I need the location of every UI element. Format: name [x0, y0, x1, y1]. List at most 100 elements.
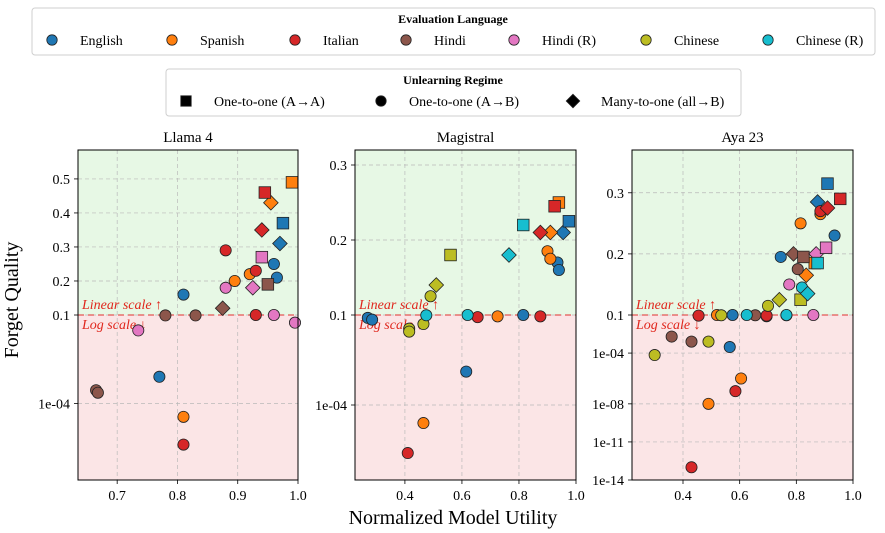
data-point-english-square: [821, 177, 834, 190]
data-point-spanish-circle: [228, 274, 241, 287]
legend-item-spanish: Spanish: [166, 34, 244, 49]
data-points: [90, 176, 301, 451]
chinese-legend-marker: [640, 34, 652, 46]
data-point-hindi-r-circle: [132, 324, 145, 337]
legend-item-hindi: Hindi: [400, 34, 466, 49]
data-point-hindi-r-circle: [783, 278, 796, 291]
data-point-english-square: [562, 215, 576, 228]
x-tick-label: 0.8: [788, 489, 806, 504]
data-points: [361, 196, 576, 460]
x-tick-label: 1.0: [844, 489, 862, 504]
y-tick-label: 0.5: [53, 173, 71, 188]
data-point-italian-circle: [729, 385, 742, 398]
data-point-italian-diamond: [819, 200, 836, 216]
x-tick-label: 0.8: [169, 489, 187, 504]
legend-label: Chinese (R): [796, 34, 864, 49]
data-point-english-circle: [774, 250, 787, 263]
data-point-english-circle: [177, 288, 190, 301]
y-tick-label: 0.1: [330, 309, 348, 324]
y-tick-label: 0.1: [607, 309, 625, 324]
hindi-r-legend-marker: [508, 34, 520, 46]
data-point-hindi-diamond: [214, 300, 231, 317]
y-tick-label: 1e-04: [592, 347, 624, 362]
data-point-chinese-circle: [424, 290, 437, 303]
x-tick-label: 0.4: [674, 489, 692, 504]
data-point-chinese-diamond: [428, 277, 445, 293]
data-point-spanish-circle: [491, 310, 504, 323]
log-region: [355, 315, 576, 480]
y-tick-label: 0.3: [330, 159, 348, 174]
data-point-italian-square: [548, 200, 561, 213]
data-point-italian-circle: [177, 438, 190, 451]
legend-item-one-to-one-a-a: One-to-one (A→A): [180, 95, 325, 110]
data-point-hindi-circle: [685, 335, 698, 348]
english-legend-marker: [46, 34, 58, 46]
log-region: [632, 315, 853, 480]
data-point-english-diamond: [555, 224, 572, 241]
data-point-english-circle: [517, 308, 530, 321]
data-point-chinese-circle: [403, 325, 416, 338]
data-point-spanish-diamond: [263, 194, 279, 211]
data-point-english-square: [276, 216, 290, 230]
spanish-legend-marker: [166, 34, 178, 46]
circle-legend-marker: [375, 95, 387, 107]
linear-scale-annotation: Linear scale ↑: [358, 298, 439, 313]
data-point-spanish-circle: [177, 410, 190, 423]
y-tick-label: 1e-11: [593, 436, 624, 451]
axes-frame: [77, 149, 299, 481]
legend-label: English: [80, 34, 123, 49]
legend-item-one-to-one-a-b: One-to-one (A→B): [375, 95, 519, 110]
data-point-chinese-r-circle: [780, 308, 793, 321]
data-points: [648, 177, 847, 474]
legend-language-title: Evaluation Language: [398, 12, 508, 26]
legend-regime-title: Unlearning Regime: [403, 73, 503, 87]
data-point-italian-circle: [249, 308, 262, 321]
legend-label: Italian: [323, 34, 359, 49]
y-tick-label: 1e-04: [315, 399, 347, 414]
data-point-chinese-diamond: [771, 291, 788, 308]
data-point-hindi-r-square: [819, 241, 833, 254]
data-point-hindi-circle: [91, 386, 104, 399]
x-tick-label: 0.9: [229, 489, 247, 504]
data-point-spanish-circle: [417, 417, 430, 430]
data-point-english-circle: [828, 229, 841, 242]
data-point-english-circle: [723, 341, 736, 354]
data-point-spanish-circle: [735, 372, 748, 385]
legend-label: One-to-one (A→B): [409, 95, 519, 110]
x-axis-label: Normalized Model Utility: [349, 507, 558, 529]
data-point-hindi-circle: [665, 330, 678, 343]
data-point-italian-circle: [685, 461, 698, 474]
data-point-chinese-circle: [702, 335, 715, 348]
axes-frame: [631, 149, 854, 481]
panel-magistral: 0.4 0.6 0.8 1.0 0.3 0.2 0.1 1e-04 Linear scale ↑…: [315, 130, 585, 504]
data-point-italian-circle: [249, 264, 262, 277]
log-scale-annotation: Log scale ↓: [635, 318, 701, 333]
panel-aya-23: 0.4 0.6 0.8 1.0 0.3 0.2 0.1 1e-04 1e-08 1e-11 1e-1…: [592, 130, 862, 504]
data-point-hindi-square: [261, 278, 275, 291]
italian-legend-marker: [289, 34, 301, 46]
y-tick-label: 0.2: [53, 275, 71, 290]
y-axis-label: Forget Quality: [1, 242, 23, 359]
legend-item-english: English: [46, 34, 123, 49]
x-tick-label: 0.6: [453, 489, 471, 504]
data-point-chinese-square: [444, 248, 457, 262]
data-point-english-circle: [270, 271, 283, 284]
panel-title: Aya 23: [721, 130, 763, 146]
x-tick-label: 0.7: [108, 489, 126, 504]
legend-label: Spanish: [200, 34, 244, 49]
y-tick-label: 0.2: [330, 234, 348, 249]
legend-item-chinese-r: Chinese (R): [762, 34, 864, 49]
legend-language: Evaluation Language English Spanish Italia…: [31, 7, 876, 56]
y-tick-label: 0.4: [53, 207, 71, 222]
data-point-italian-circle: [534, 310, 547, 323]
data-point-english-circle: [153, 370, 166, 383]
y-tick-label: 0.3: [53, 241, 71, 256]
y-tick-label: 0.1: [53, 309, 71, 324]
data-point-chinese-r-diamond: [799, 285, 816, 302]
legend-item-hindi-r: Hindi (R): [508, 34, 596, 49]
hindi-legend-marker: [400, 34, 412, 46]
data-point-chinese-circle: [715, 309, 728, 322]
panel-title: Magistral: [437, 130, 495, 146]
data-point-hindi-circle: [189, 309, 202, 322]
